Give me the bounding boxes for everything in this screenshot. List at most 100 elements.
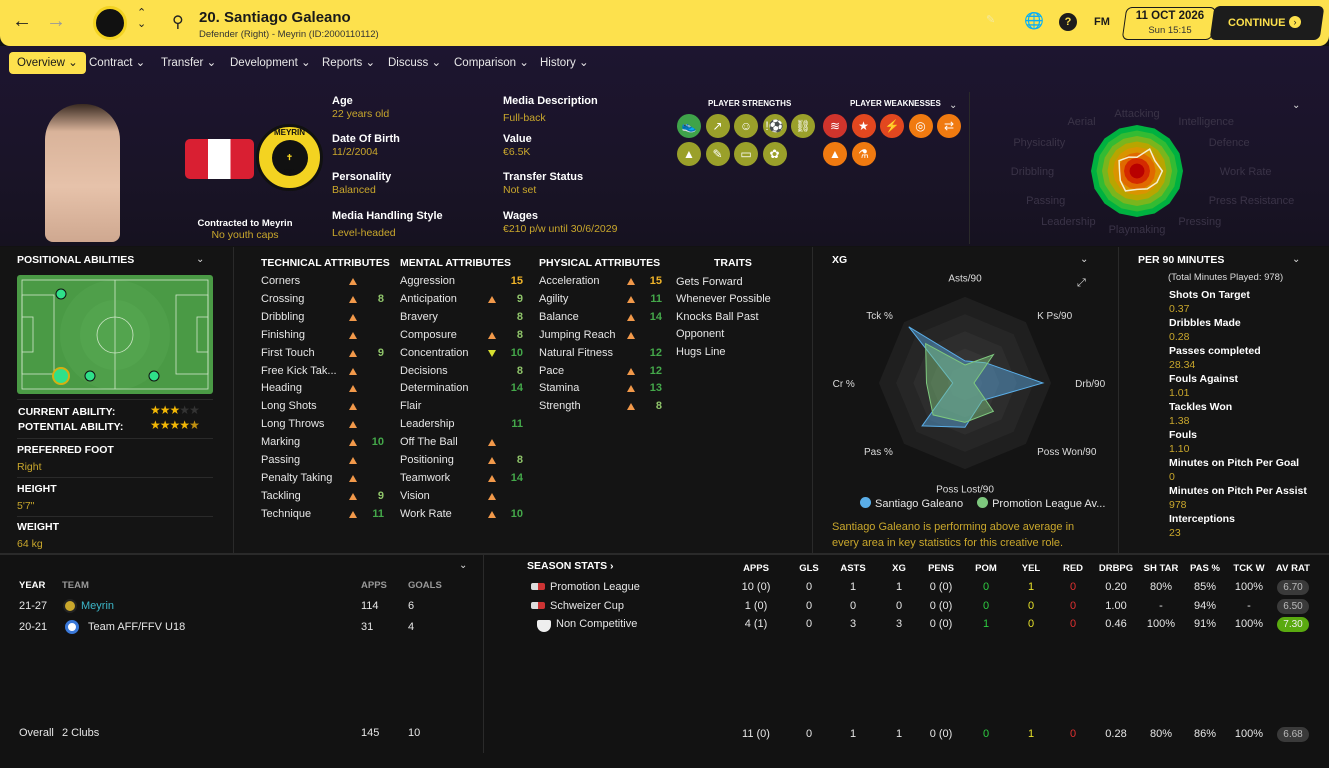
tab-transfer[interactable]: Transfer ⌄ xyxy=(161,57,217,69)
attribute-name[interactable]: Composure xyxy=(400,328,457,341)
chevron-down-icon[interactable]: ⌄ xyxy=(949,100,958,111)
plant-doc-icon[interactable]: ✿ xyxy=(762,142,787,166)
attribute-name[interactable]: Corners xyxy=(261,275,301,287)
attribute-name[interactable]: Aggression xyxy=(400,275,456,287)
tab-history[interactable]: History ⌄ xyxy=(540,57,589,69)
attribute-name[interactable]: Natural Fitness xyxy=(539,346,613,359)
attribute-name[interactable]: Leadership xyxy=(400,418,455,431)
season-header[interactable]: DRBPG xyxy=(1098,563,1134,574)
career-team-link[interactable]: Team AFF/FFV U18 xyxy=(88,621,186,633)
attribute-name[interactable]: Penalty Taking xyxy=(261,471,333,484)
arrows-icon[interactable]: ⇄ xyxy=(937,114,961,138)
player-switch-icon[interactable]: ⌃ ⌄ xyxy=(137,7,147,30)
attribute-name[interactable]: First Touch xyxy=(261,346,315,359)
attribute-name[interactable]: Long Shots xyxy=(261,400,317,413)
tab-development[interactable]: Development ⌄ xyxy=(230,57,311,69)
career-header[interactable]: APPS xyxy=(361,580,387,591)
season-header[interactable]: PAS % xyxy=(1190,563,1220,574)
attribute-name[interactable]: Teamwork xyxy=(400,471,451,484)
flask-icon[interactable]: ⚗ xyxy=(851,142,876,166)
tab-reports[interactable]: Reports ⌄ xyxy=(322,57,376,69)
attribute-name[interactable]: Stamina xyxy=(539,382,580,395)
trend-up-icon[interactable]: ↗ xyxy=(705,114,730,138)
club-badge-icon[interactable] xyxy=(93,6,127,40)
attribute-name[interactable]: Tackling xyxy=(261,489,301,502)
attribute-name[interactable]: Vision xyxy=(400,489,430,502)
attribute-name[interactable]: Balance xyxy=(539,310,579,323)
head-icon[interactable]: ☺ xyxy=(734,114,758,138)
star-icon[interactable]: ★ xyxy=(851,114,876,138)
attribute-name[interactable]: Agility xyxy=(539,292,569,305)
attribute-name[interactable]: Off The Ball xyxy=(400,436,458,449)
attribute-name[interactable]: Heading xyxy=(261,382,302,395)
attribute-name[interactable]: Anticipation xyxy=(400,292,457,305)
attribute-name[interactable]: Flair xyxy=(400,400,422,413)
nationality-flag-peru[interactable] xyxy=(185,139,254,179)
back-button[interactable]: ← xyxy=(12,10,32,32)
tab-discuss[interactable]: Discuss ⌄ xyxy=(388,57,442,69)
chevron-down-icon[interactable]: ⌄ xyxy=(1292,254,1301,265)
globe-icon[interactable]: 🌐 xyxy=(1024,13,1044,30)
attribute-name[interactable]: Passing xyxy=(261,454,301,466)
attribute-name[interactable]: Jumping Reach xyxy=(539,328,616,341)
attribute-name[interactable]: Pace xyxy=(539,364,565,377)
season-header[interactable]: YEL xyxy=(1021,563,1041,574)
document-check-icon[interactable]: ✎ xyxy=(705,142,730,166)
attribute-name[interactable]: Marking xyxy=(261,436,301,449)
positional-pitch[interactable] xyxy=(17,275,213,395)
season-header[interactable]: XG xyxy=(892,563,906,574)
season-header[interactable]: APPS xyxy=(743,563,769,574)
help-icon[interactable]: ? xyxy=(1059,13,1077,31)
attribute-name[interactable]: Crossing xyxy=(261,292,305,305)
search-icon[interactable]: ⚲ xyxy=(172,14,184,31)
attribute-name[interactable]: Decisions xyxy=(400,364,448,377)
attribute-name[interactable]: Acceleration xyxy=(539,275,600,287)
attribute-name[interactable]: Technique xyxy=(261,507,312,520)
attribute-name[interactable]: Bravery xyxy=(400,310,438,323)
target-icon[interactable]: ◎ xyxy=(908,114,933,138)
tab-overview[interactable]: Overview ⌄ xyxy=(9,52,86,74)
career-header[interactable]: YEAR xyxy=(19,580,46,591)
fm-menu-button[interactable]: FM xyxy=(1094,16,1110,28)
tab-comparison[interactable]: Comparison ⌄ xyxy=(454,57,529,69)
attribute-name[interactable]: Concentration xyxy=(400,346,469,359)
boot-icon[interactable]: 👟 xyxy=(677,114,701,138)
chevron-down-icon[interactable]: ⌄ xyxy=(459,560,468,571)
attribute-name[interactable]: Free Kick Tak... xyxy=(261,364,337,377)
forward-button[interactable]: → xyxy=(46,10,66,32)
attribute-name[interactable]: Positioning xyxy=(400,454,454,466)
chevron-down-icon[interactable]: ⌄ xyxy=(196,254,205,265)
season-header[interactable]: RED xyxy=(1062,563,1084,574)
career-header[interactable]: GOALS xyxy=(408,580,442,591)
season-header[interactable]: SH TAR xyxy=(1143,563,1179,574)
season-header[interactable]: PENS xyxy=(928,563,954,574)
season-header[interactable]: GLS xyxy=(799,563,819,574)
career-team-link[interactable]: Meyrin xyxy=(81,600,115,612)
spring-icon[interactable]: ≋ xyxy=(823,114,847,138)
attribute-name[interactable]: Finishing xyxy=(261,328,306,341)
ball-alert-icon[interactable]: !⚽ xyxy=(762,114,787,138)
attribute-name[interactable]: Determination xyxy=(400,382,469,395)
broken-chain-icon[interactable]: ⚡ xyxy=(880,114,904,138)
competition-link[interactable]: Promotion League xyxy=(550,581,640,593)
career-header[interactable]: TEAM xyxy=(62,580,89,591)
competition-link[interactable]: Non Competitive xyxy=(556,618,638,630)
season-header[interactable]: TCK W xyxy=(1233,563,1265,574)
expand-icon[interactable]: ⤢ xyxy=(1077,277,1086,289)
attribute-name[interactable]: Dribbling xyxy=(261,310,305,323)
attribute-name[interactable]: Strength xyxy=(539,400,581,413)
attribute-name[interactable]: Work Rate xyxy=(400,507,452,520)
edit-icon[interactable]: ✎ xyxy=(986,14,996,26)
season-header[interactable]: POM xyxy=(975,563,997,574)
season-header[interactable]: ASTS xyxy=(840,563,866,574)
attribute-name[interactable]: Long Throws xyxy=(261,418,325,431)
season-header[interactable]: AV RAT xyxy=(1276,563,1310,574)
season-stats-link[interactable]: SEASON STATS › xyxy=(527,560,614,572)
club-crest-meyrin[interactable]: ✝ MEYRIN FC xyxy=(256,124,323,191)
cone-drop-icon[interactable]: ▲ xyxy=(823,142,847,166)
pitch-icon[interactable]: ▭ xyxy=(734,142,758,166)
tab-contract[interactable]: Contract ⌄ xyxy=(89,57,146,69)
cone-smile-icon[interactable]: ▲ xyxy=(677,142,701,166)
chevron-down-icon[interactable]: ⌄ xyxy=(1292,100,1301,111)
competition-link[interactable]: Schweizer Cup xyxy=(550,599,624,612)
